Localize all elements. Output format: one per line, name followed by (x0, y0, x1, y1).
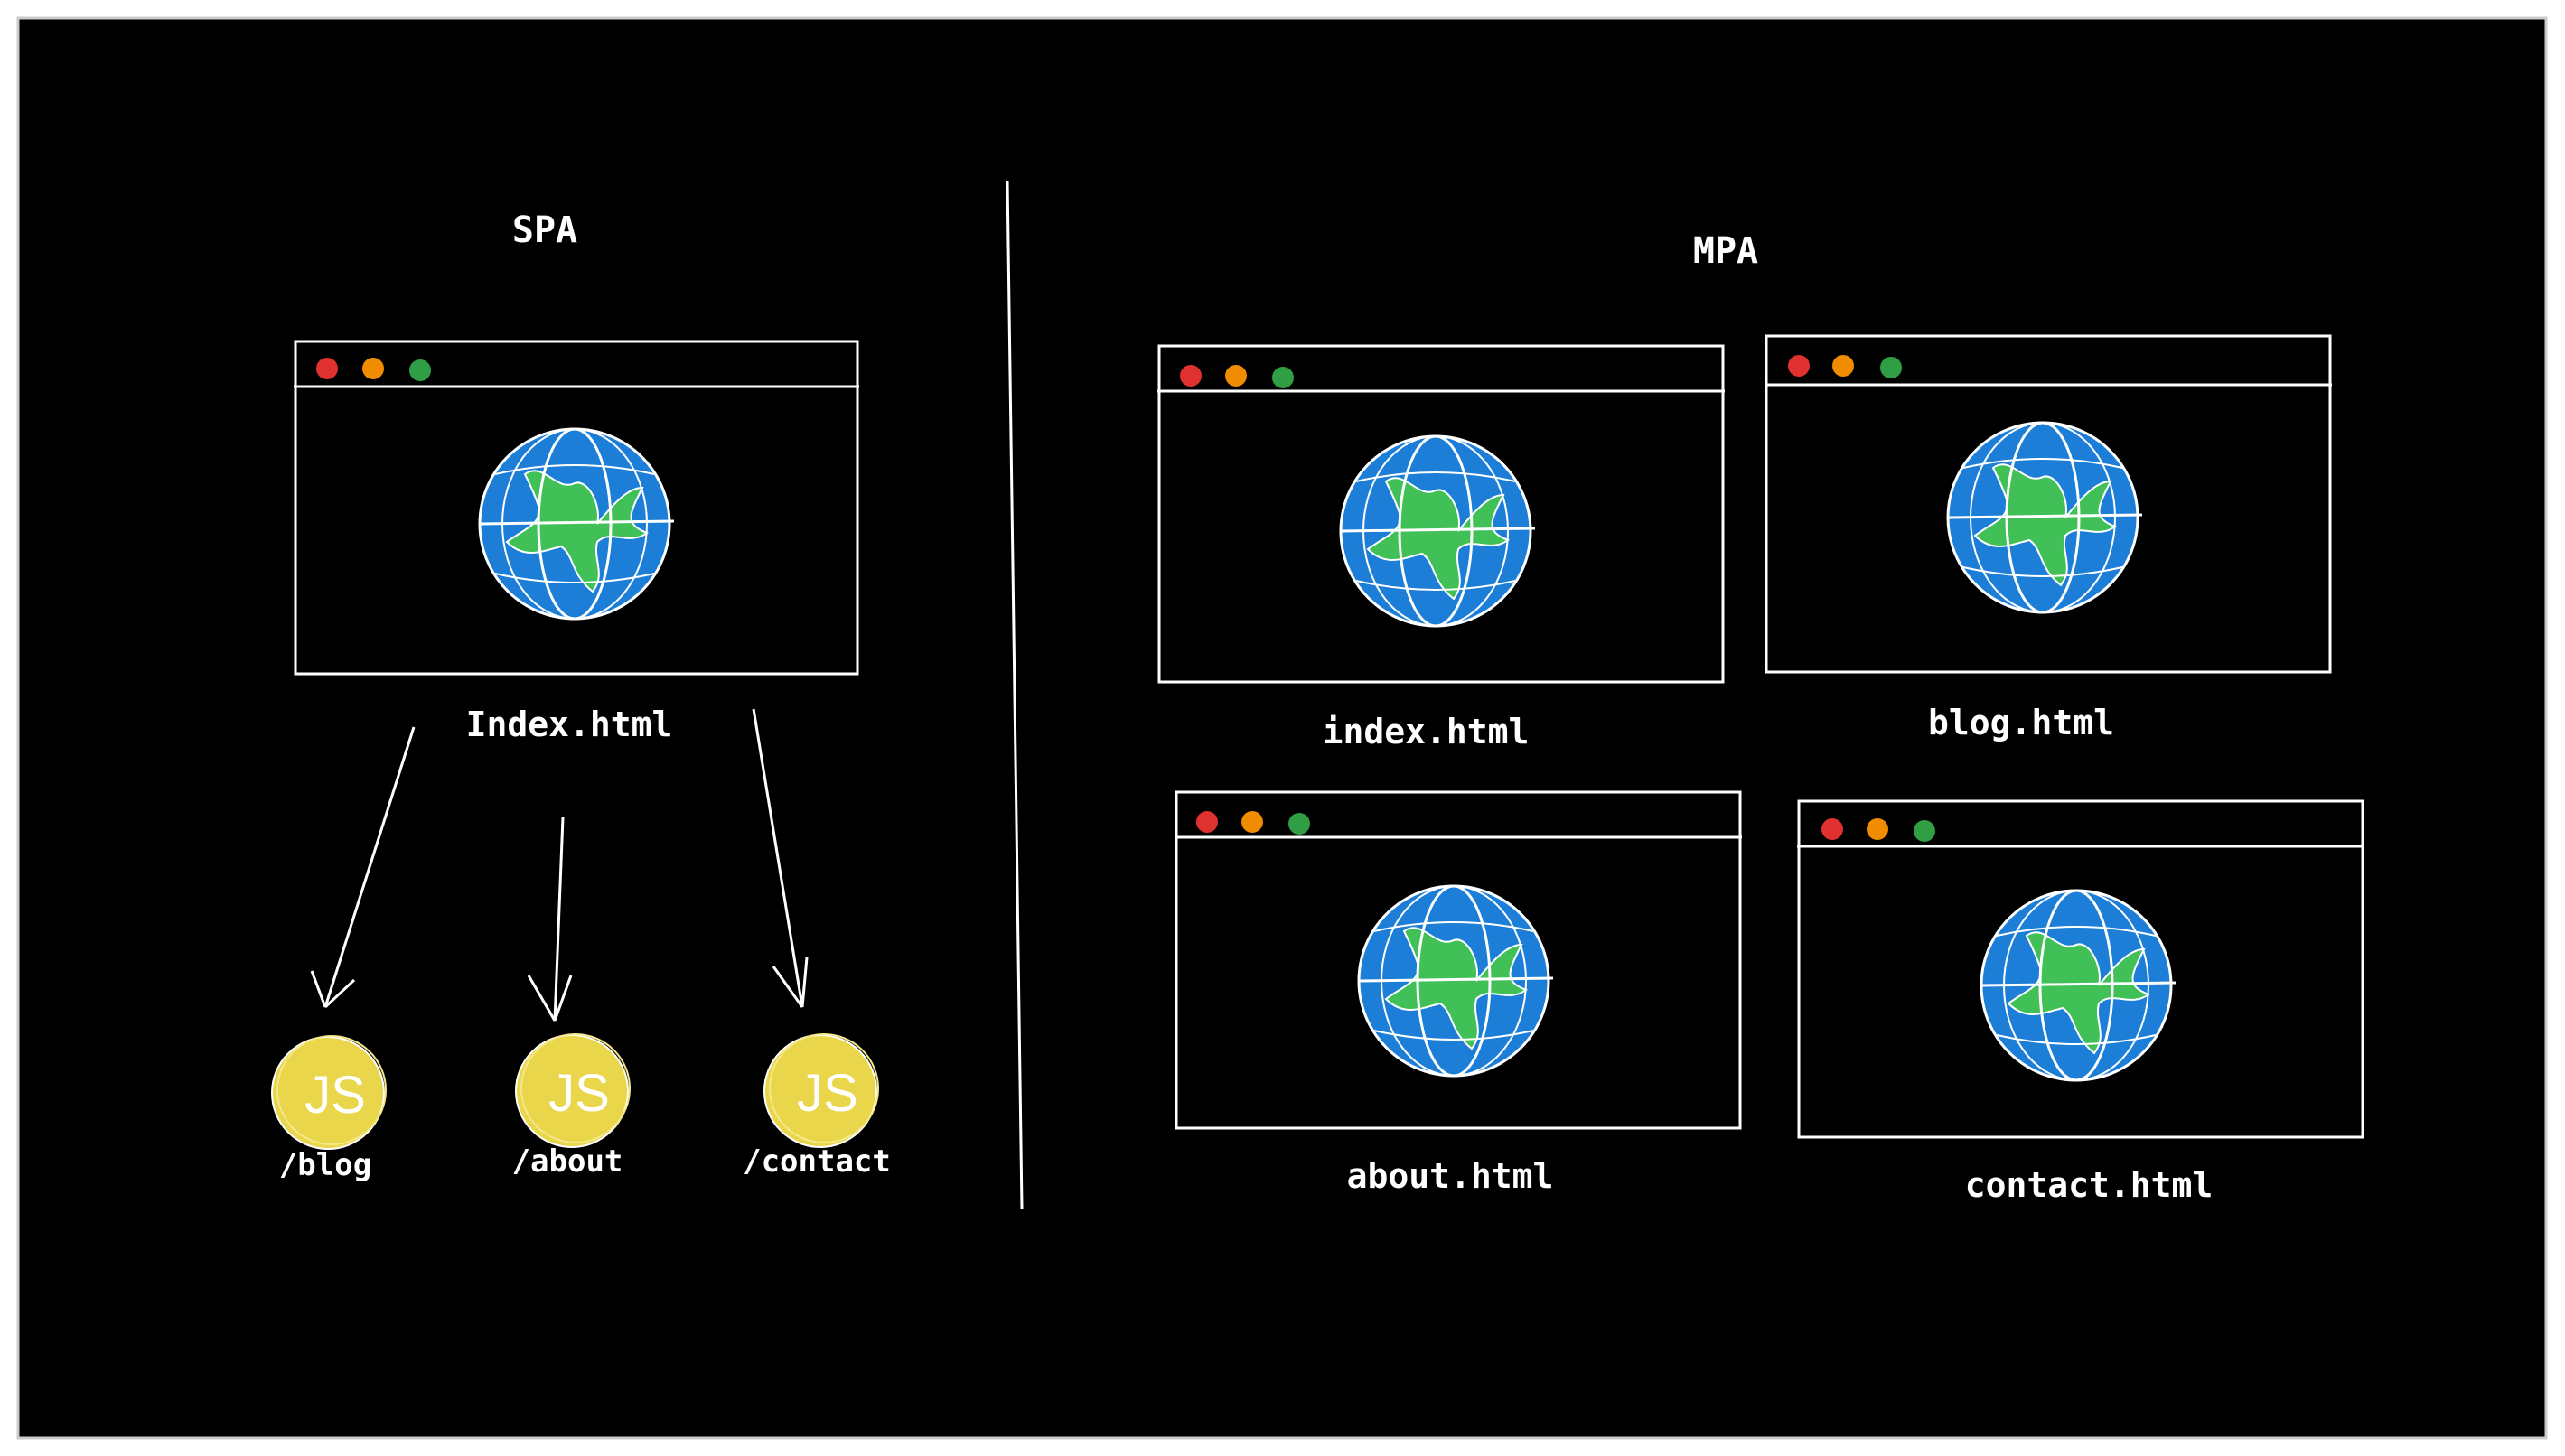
maximize-dot-icon (1880, 357, 1902, 378)
spa-arrow-blog (310, 726, 416, 1009)
mpa-heading: MPA (1692, 230, 1759, 272)
close-dot-icon (1180, 365, 1202, 387)
js-coin-about-icon: JS (515, 1033, 631, 1148)
maximize-dot-icon (1914, 820, 1935, 842)
js-coin-contact-icon: JS (763, 1033, 879, 1148)
frame-background (16, 16, 2548, 1440)
close-dot-icon (1196, 811, 1218, 833)
section-divider (1006, 180, 1024, 1209)
route-label-about: /about (511, 1143, 623, 1180)
mpa-browser-window-index (1157, 344, 1725, 684)
spa-arrow-contact (752, 708, 809, 1008)
close-dot-icon (1788, 355, 1810, 377)
spa-arrow-about (527, 817, 573, 1022)
spa-browser-window (294, 340, 859, 676)
svg-text:JS: JS (548, 1064, 610, 1123)
close-dot-icon (1821, 818, 1843, 840)
mpa-browser-window-about (1175, 790, 1742, 1130)
mpa-file-label-index: index.html (1322, 712, 1530, 751)
maximize-dot-icon (1272, 367, 1294, 388)
svg-text:JS: JS (304, 1066, 366, 1125)
minimize-dot-icon (1832, 355, 1854, 377)
mpa-browser-window-blog (1765, 334, 2332, 674)
mpa-browser-window-contact (1797, 799, 2364, 1139)
spa-heading: SPA (511, 210, 578, 251)
minimize-dot-icon (1241, 811, 1263, 833)
mpa-file-label-about: about.html (1346, 1156, 1554, 1196)
maximize-dot-icon (409, 359, 431, 381)
mpa-file-label-blog: blog.html (1928, 703, 2114, 742)
minimize-dot-icon (1225, 365, 1247, 387)
mpa-file-label-contact: contact.html (1964, 1165, 2214, 1205)
route-label-blog: /blog (278, 1147, 372, 1183)
minimize-dot-icon (1867, 818, 1888, 840)
maximize-dot-icon (1288, 813, 1310, 835)
js-coin-blog-icon: JS (271, 1035, 387, 1150)
svg-text:JS: JS (797, 1064, 858, 1123)
close-dot-icon (316, 358, 338, 379)
route-label-contact: /contact (743, 1143, 891, 1180)
minimize-dot-icon (362, 358, 384, 379)
spa-file-label: Index.html (465, 705, 673, 744)
